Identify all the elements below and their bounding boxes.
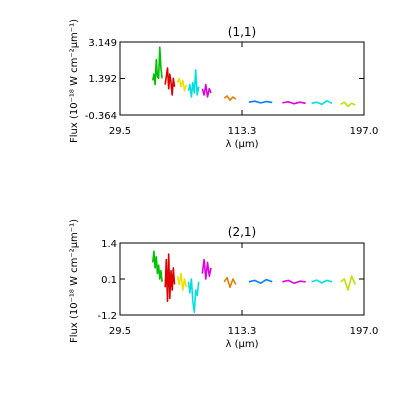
panel-2-x-tick-label: 197.0 (350, 326, 379, 337)
panel-2-plot-frame (119, 242, 365, 316)
panel-2-series-1-line (152, 250, 163, 282)
panel-1-x-tick-label: 113.3 (228, 126, 257, 137)
panel-1-ticks (120, 41, 364, 116)
panel-1-y-axis-label: Flux (10⁻¹⁸ W cm⁻²μm⁻¹) (69, 19, 80, 143)
panel-2-title: (2,1) (228, 225, 256, 239)
panel-1-series-1-line (152, 46, 163, 86)
panel-2-y-tick-label: 0.1 (101, 275, 117, 286)
panel-1: (1,1) 3.149 1.392 -0.364 29.5 113.3 197.… (69, 19, 378, 150)
panel-2-series-5-line (201, 258, 212, 280)
panel-2-ticks (120, 242, 364, 316)
panel-1-series-9-line (311, 100, 333, 106)
panel-2-y-tick-label: -1.2 (97, 311, 117, 322)
panel-2-series-6-line (223, 276, 237, 289)
panel-1-plot-frame (119, 41, 365, 116)
panel-1-series-4-line (187, 69, 200, 98)
panel-1-series-group (152, 46, 356, 108)
panel-2-x-axis-label: λ (μm) (225, 339, 258, 350)
panel-2-series-9-line (311, 279, 333, 284)
panel-1-series-5-line (201, 83, 212, 98)
panel-1-title: (1,1) (228, 25, 256, 39)
panel-2: (2,1) 1.4 0.1 -1.2 29.5 113.3 197.0 λ (μ… (69, 219, 378, 350)
panel-1-x-tick-label: 29.5 (109, 126, 131, 137)
panel-2-y-axis-label: Flux (10⁻¹⁸ W cm⁻²μm⁻¹) (69, 219, 80, 343)
panel-1-x-tick-label: 197.0 (350, 126, 379, 137)
panel-2-y-tick-label: 1.4 (101, 239, 117, 250)
panel-2-series-4-line (187, 278, 200, 314)
panel-1-series-2-line (164, 67, 176, 96)
panel-1-series-3-line (176, 77, 188, 92)
panel-1-series-6-line (223, 95, 237, 101)
panel-1-y-tick-label: -0.364 (85, 111, 117, 122)
panel-2-series-3-line (176, 272, 188, 291)
panel-1-y-tick-label: 1.392 (88, 74, 117, 85)
panel-1-y-tick-label: 3.149 (88, 38, 117, 49)
panel-2-series-2-line (164, 253, 176, 303)
panel-1-series-8-line (282, 101, 306, 105)
panel-1-series-7-line (248, 100, 273, 104)
panel-2-series-group (152, 250, 357, 314)
panel-2-x-tick-label: 113.3 (228, 326, 257, 337)
panel-2-x-tick-label: 29.5 (109, 326, 131, 337)
panel-2-series-8-line (282, 279, 306, 285)
panel-1-series-10-line (340, 101, 356, 108)
panel-2-series-7-line (248, 278, 273, 285)
panel-1-x-axis-label: λ (μm) (225, 139, 258, 150)
panel-2-series-10-line (340, 275, 357, 291)
